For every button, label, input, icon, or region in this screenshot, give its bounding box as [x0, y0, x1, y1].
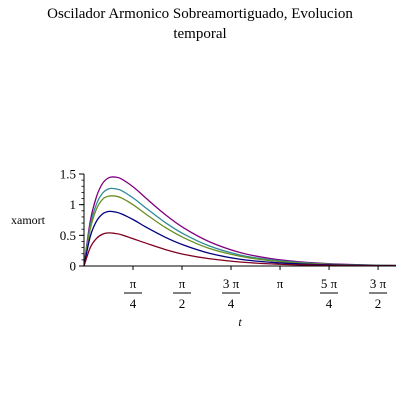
series-line-5	[83, 232, 397, 267]
y-tick-label: 0.5	[60, 228, 76, 243]
chart-title-line-1: Oscilador Armonico Sobreamortiguado, Evo…	[47, 6, 353, 22]
x-tick-label-numerator: π	[277, 276, 284, 291]
series-line-1	[83, 176, 397, 267]
chart-title-line-2: temporal	[173, 26, 227, 42]
x-tick-label-numerator: π	[130, 276, 137, 291]
x-axis-label: t	[238, 315, 242, 329]
x-tick-label-denominator: 2	[375, 296, 382, 311]
ticks-layer: 0 0.5 1 1.5 π 4 π 2 3 π 4 π 5 π 4 3 π 2	[60, 167, 388, 311]
x-tick-label-denominator: 4	[130, 296, 137, 311]
series-layer	[83, 176, 397, 267]
series-line-3	[83, 195, 397, 267]
y-axis-label: xamort	[11, 213, 46, 227]
x-tick-label-denominator: 4	[228, 296, 235, 311]
series-line-4	[83, 210, 397, 267]
x-tick-label-numerator: π	[179, 276, 186, 291]
chart-title: Oscilador Armonico Sobreamortiguado, Evo…	[0, 4, 400, 44]
x-tick-label-numerator: 5 π	[321, 276, 338, 291]
y-tick-label: 1	[70, 197, 77, 212]
y-tick-label: 1.5	[60, 167, 76, 182]
x-tick-label-numerator: 3 π	[223, 276, 240, 291]
x-tick-label-denominator: 4	[326, 296, 333, 311]
series-line-2	[83, 187, 397, 267]
x-tick-label-denominator: 2	[179, 296, 186, 311]
axes-layer	[83, 174, 396, 267]
x-tick-label-numerator: 3 π	[370, 276, 387, 291]
y-tick-label: 0	[70, 259, 77, 274]
